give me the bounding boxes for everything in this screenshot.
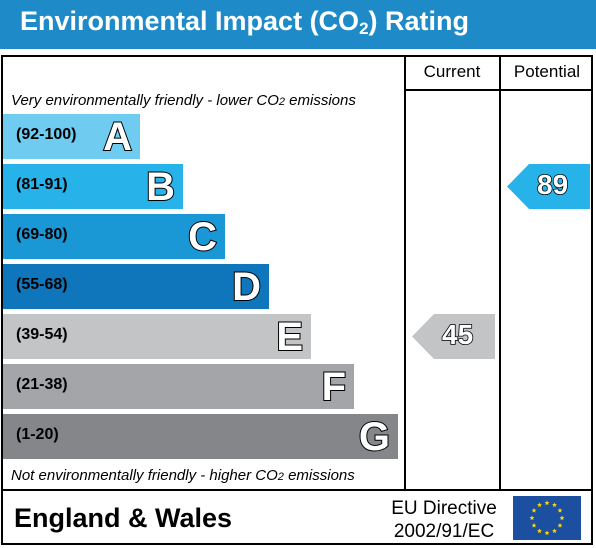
band-b: (81-91) B: [3, 164, 183, 210]
rating-table: [1, 55, 593, 545]
region-label: England & Wales: [14, 503, 233, 533]
eu-flag-icon: [513, 496, 581, 540]
current-rating-arrow: [412, 314, 495, 359]
eu-star-icon: [552, 528, 557, 534]
eu-star-icon: [537, 528, 542, 534]
column-divider-current: [404, 55, 406, 491]
eu-star-icon: [531, 522, 537, 528]
band-range-f: (21-38): [16, 376, 68, 393]
note-top: Very environmentally friendly - lower CO…: [11, 92, 356, 109]
band-range-a: (92-100): [16, 126, 77, 143]
potential-rating-arrow: [507, 164, 590, 209]
band-letter-b: B: [145, 164, 176, 210]
band-range-g: (1-20): [16, 426, 59, 443]
directive-line-1: EU Directive: [391, 498, 497, 519]
eu-star-icon: [544, 500, 550, 506]
band-d: (55-68) D: [3, 264, 269, 310]
directive-line-2: 2002/91/EC: [393, 521, 495, 542]
eu-star-icon: [531, 507, 537, 513]
band-letter-f: F: [321, 364, 347, 410]
band-g: (1-20) G: [3, 414, 398, 460]
page-title: Environmental Impact (CO2) Rating: [20, 6, 470, 38]
band-range-b: (81-91): [16, 176, 68, 193]
eu-star-icon: [559, 515, 565, 521]
band-e: (39-54) E: [3, 314, 311, 360]
header-bar: Environmental Impact (CO2) Rating: [0, 0, 596, 49]
note-bottom: Not environmentally friendly - higher CO…: [11, 467, 355, 484]
band-c: (69-80) C: [3, 214, 225, 260]
band-f: (21-38) F: [3, 364, 354, 410]
eu-star-icon: [537, 502, 542, 508]
band-a: (92-100) A: [3, 114, 140, 160]
band-letter-g: G: [358, 414, 391, 460]
current-rating-arrow-shape: [412, 314, 495, 359]
band-range-c: (69-80): [16, 226, 68, 243]
eu-star-icon: [544, 530, 550, 536]
footer-divider: [1, 489, 593, 491]
eu-directive: EU Directive 2002/91/EC: [384, 497, 504, 543]
column-divider-potential: [499, 55, 501, 491]
eu-star-icon: [552, 502, 557, 508]
eu-star-icon: [557, 522, 563, 528]
band-range-d: (55-68): [16, 276, 68, 293]
band-letter-d: D: [231, 264, 262, 310]
eu-star-icon: [557, 507, 563, 513]
column-header-potential: Potential: [513, 62, 581, 81]
band-range-e: (39-54): [16, 326, 68, 343]
current-rating-value: 45: [441, 318, 474, 351]
potential-rating-value: 89: [536, 168, 569, 201]
band-letter-c: C: [187, 214, 218, 260]
eu-star-icon: [529, 515, 535, 521]
band-letter-a: A: [102, 114, 133, 160]
header-row-divider: [404, 89, 593, 91]
band-letter-e: E: [275, 314, 304, 360]
column-header-current: Current: [423, 62, 481, 81]
potential-rating-arrow-shape: [507, 164, 590, 209]
